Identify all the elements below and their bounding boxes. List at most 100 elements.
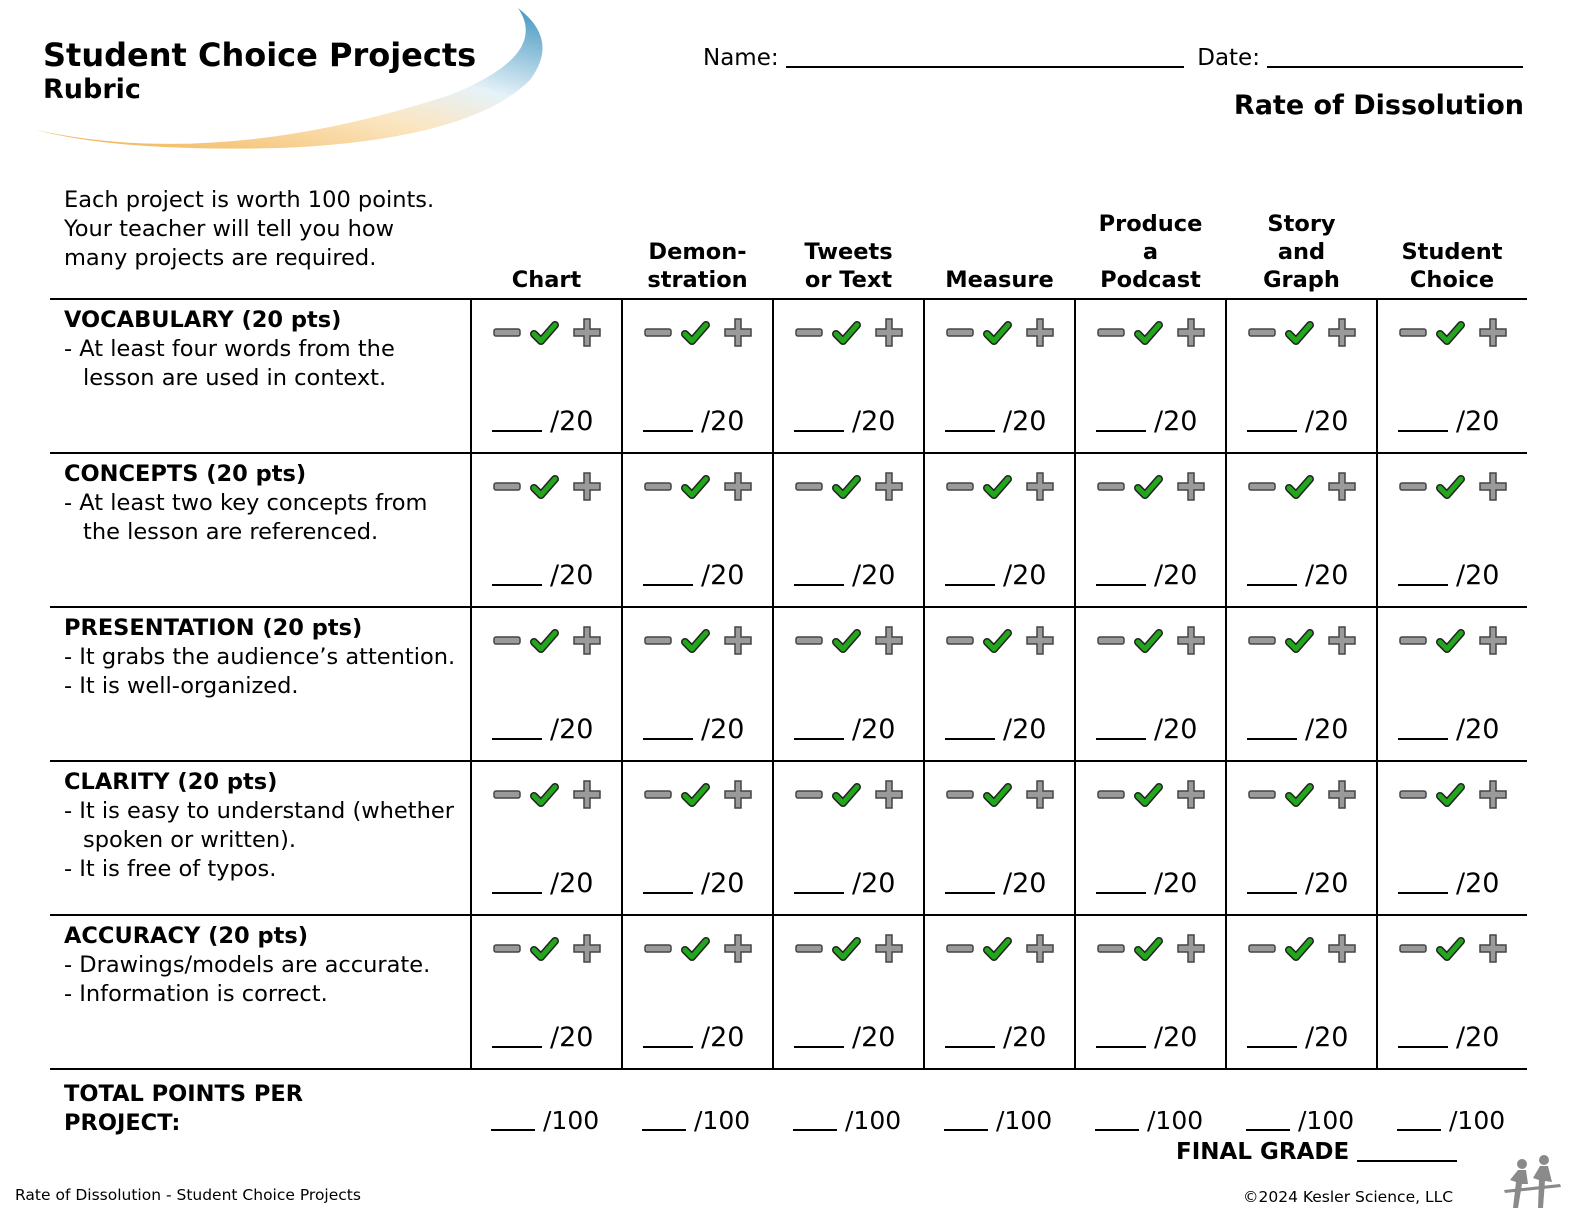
total-blank[interactable] bbox=[1095, 1107, 1139, 1131]
checkmark-icon[interactable] bbox=[681, 937, 710, 961]
minus-icon[interactable] bbox=[1399, 636, 1427, 645]
minus-icon[interactable] bbox=[795, 636, 823, 645]
plus-icon[interactable] bbox=[1026, 626, 1054, 655]
score-blank[interactable] bbox=[643, 406, 693, 432]
score-blank[interactable] bbox=[1096, 868, 1146, 894]
plus-icon[interactable] bbox=[875, 934, 903, 963]
checkmark-icon[interactable] bbox=[530, 475, 559, 499]
minus-icon[interactable] bbox=[644, 636, 672, 645]
minus-icon[interactable] bbox=[795, 944, 823, 953]
checkmark-icon[interactable] bbox=[1134, 937, 1163, 961]
plus-icon[interactable] bbox=[1328, 780, 1356, 809]
plus-icon[interactable] bbox=[1177, 472, 1205, 501]
checkmark-icon[interactable] bbox=[832, 937, 861, 961]
plus-icon[interactable] bbox=[875, 318, 903, 347]
checkmark-icon[interactable] bbox=[832, 321, 861, 345]
plus-icon[interactable] bbox=[1026, 318, 1054, 347]
minus-icon[interactable] bbox=[493, 944, 521, 953]
score-blank[interactable] bbox=[1096, 406, 1146, 432]
date-field[interactable] bbox=[1267, 42, 1524, 68]
total-blank[interactable] bbox=[491, 1107, 535, 1131]
checkmark-icon[interactable] bbox=[983, 629, 1012, 653]
checkmark-icon[interactable] bbox=[1285, 629, 1314, 653]
score-blank[interactable] bbox=[492, 1022, 542, 1048]
minus-icon[interactable] bbox=[1097, 790, 1125, 799]
checkmark-icon[interactable] bbox=[1285, 937, 1314, 961]
checkmark-icon[interactable] bbox=[832, 629, 861, 653]
minus-icon[interactable] bbox=[644, 790, 672, 799]
minus-icon[interactable] bbox=[1399, 482, 1427, 491]
plus-icon[interactable] bbox=[724, 780, 752, 809]
name-field[interactable] bbox=[785, 42, 1184, 68]
score-blank[interactable] bbox=[945, 406, 995, 432]
score-blank[interactable] bbox=[492, 406, 542, 432]
plus-icon[interactable] bbox=[1479, 472, 1507, 501]
checkmark-icon[interactable] bbox=[832, 783, 861, 807]
plus-icon[interactable] bbox=[724, 318, 752, 347]
checkmark-icon[interactable] bbox=[1134, 783, 1163, 807]
minus-icon[interactable] bbox=[795, 790, 823, 799]
checkmark-icon[interactable] bbox=[1134, 475, 1163, 499]
score-blank[interactable] bbox=[1398, 1022, 1448, 1048]
score-blank[interactable] bbox=[492, 868, 542, 894]
minus-icon[interactable] bbox=[1399, 944, 1427, 953]
plus-icon[interactable] bbox=[1177, 780, 1205, 809]
score-blank[interactable] bbox=[1247, 1022, 1297, 1048]
minus-icon[interactable] bbox=[946, 328, 974, 337]
minus-icon[interactable] bbox=[1248, 636, 1276, 645]
plus-icon[interactable] bbox=[875, 626, 903, 655]
checkmark-icon[interactable] bbox=[681, 783, 710, 807]
checkmark-icon[interactable] bbox=[530, 321, 559, 345]
score-blank[interactable] bbox=[1247, 868, 1297, 894]
checkmark-icon[interactable] bbox=[1285, 475, 1314, 499]
minus-icon[interactable] bbox=[493, 328, 521, 337]
plus-icon[interactable] bbox=[573, 472, 601, 501]
plus-icon[interactable] bbox=[1479, 318, 1507, 347]
plus-icon[interactable] bbox=[573, 934, 601, 963]
minus-icon[interactable] bbox=[644, 482, 672, 491]
score-blank[interactable] bbox=[1398, 560, 1448, 586]
score-blank[interactable] bbox=[794, 868, 844, 894]
checkmark-icon[interactable] bbox=[1134, 629, 1163, 653]
plus-icon[interactable] bbox=[1026, 780, 1054, 809]
checkmark-icon[interactable] bbox=[983, 321, 1012, 345]
minus-icon[interactable] bbox=[795, 482, 823, 491]
score-blank[interactable] bbox=[794, 560, 844, 586]
score-blank[interactable] bbox=[1398, 868, 1448, 894]
minus-icon[interactable] bbox=[1248, 328, 1276, 337]
plus-icon[interactable] bbox=[1479, 626, 1507, 655]
minus-icon[interactable] bbox=[493, 790, 521, 799]
score-blank[interactable] bbox=[1096, 1022, 1146, 1048]
checkmark-icon[interactable] bbox=[530, 629, 559, 653]
plus-icon[interactable] bbox=[724, 626, 752, 655]
checkmark-icon[interactable] bbox=[1436, 783, 1465, 807]
minus-icon[interactable] bbox=[1248, 790, 1276, 799]
checkmark-icon[interactable] bbox=[681, 475, 710, 499]
plus-icon[interactable] bbox=[1177, 318, 1205, 347]
score-blank[interactable] bbox=[945, 1022, 995, 1048]
checkmark-icon[interactable] bbox=[681, 629, 710, 653]
minus-icon[interactable] bbox=[644, 944, 672, 953]
checkmark-icon[interactable] bbox=[1436, 475, 1465, 499]
minus-icon[interactable] bbox=[1248, 944, 1276, 953]
score-blank[interactable] bbox=[945, 560, 995, 586]
plus-icon[interactable] bbox=[724, 472, 752, 501]
minus-icon[interactable] bbox=[493, 482, 521, 491]
plus-icon[interactable] bbox=[724, 934, 752, 963]
minus-icon[interactable] bbox=[1097, 482, 1125, 491]
total-blank[interactable] bbox=[944, 1107, 988, 1131]
plus-icon[interactable] bbox=[1177, 626, 1205, 655]
score-blank[interactable] bbox=[1247, 560, 1297, 586]
score-blank[interactable] bbox=[643, 714, 693, 740]
minus-icon[interactable] bbox=[1097, 328, 1125, 337]
score-blank[interactable] bbox=[1398, 714, 1448, 740]
checkmark-icon[interactable] bbox=[1436, 937, 1465, 961]
minus-icon[interactable] bbox=[1248, 482, 1276, 491]
plus-icon[interactable] bbox=[1026, 472, 1054, 501]
score-blank[interactable] bbox=[1398, 406, 1448, 432]
total-blank[interactable] bbox=[642, 1107, 686, 1131]
plus-icon[interactable] bbox=[1479, 780, 1507, 809]
plus-icon[interactable] bbox=[1328, 934, 1356, 963]
score-blank[interactable] bbox=[643, 868, 693, 894]
score-blank[interactable] bbox=[1096, 714, 1146, 740]
